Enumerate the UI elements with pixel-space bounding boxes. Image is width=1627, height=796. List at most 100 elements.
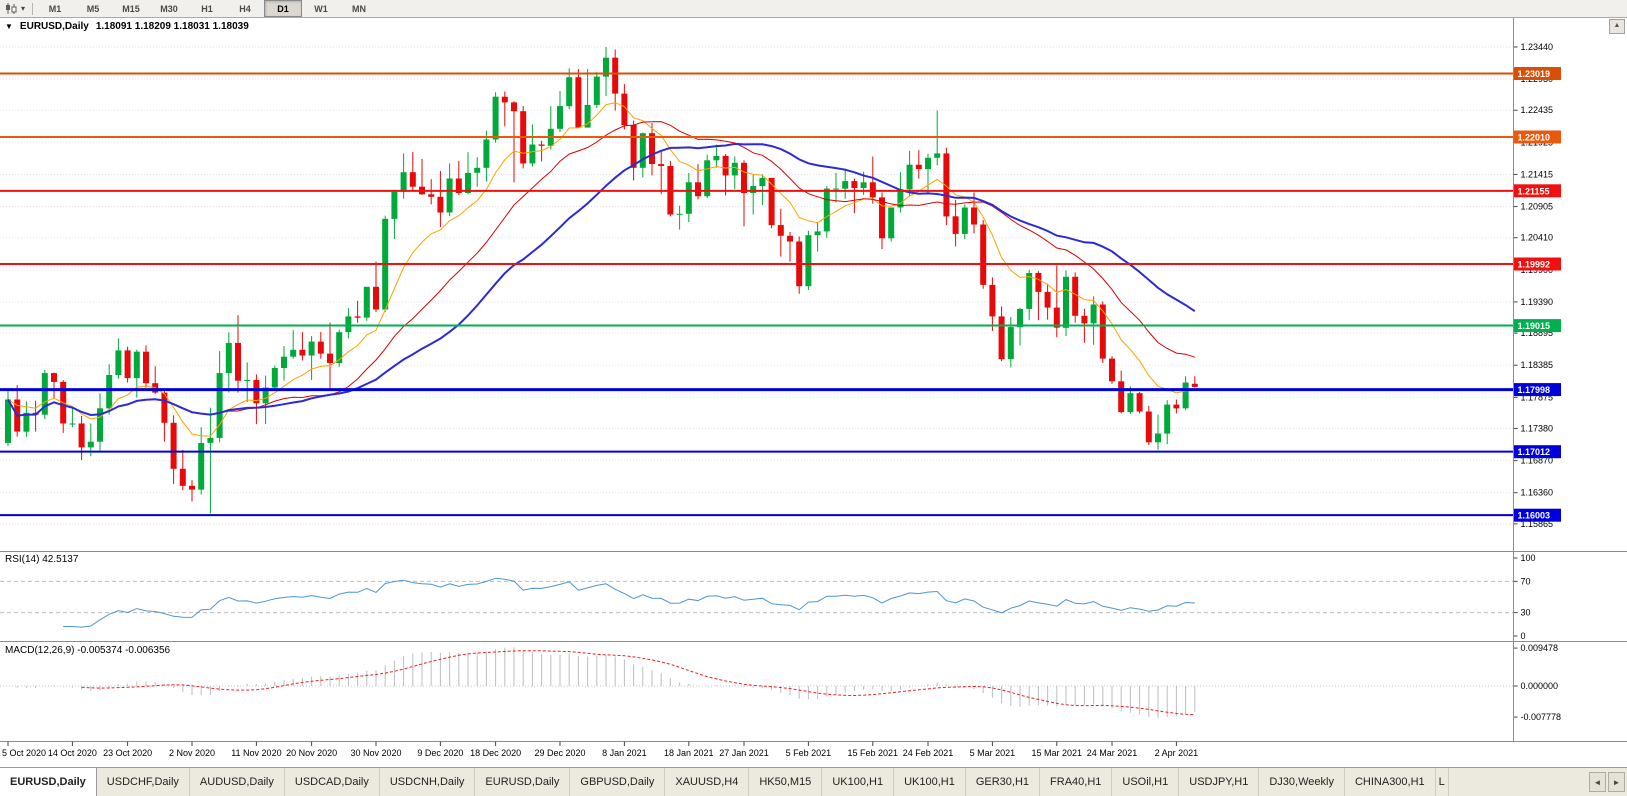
time-axis: 5 Oct 2020 14 Oct 2020 23 Oct 2020 2 Nov 20… xyxy=(2,741,1199,758)
chart-type-dropdown[interactable]: ▾ xyxy=(0,0,29,17)
macd-panel: 0.009478 0.000000 -0.007778 xyxy=(0,643,1561,722)
ma-line-20 xyxy=(7,121,1195,417)
chart-marker-icon: ▼ xyxy=(5,22,13,31)
price-tag-1.23019 xyxy=(1514,67,1561,80)
svg-text:2 Apr 2021: 2 Apr 2021 xyxy=(1155,748,1199,758)
chart-tab-usdjpy-h1[interactable]: USDJPY,H1 xyxy=(1179,768,1260,796)
chart-tab-l[interactable]: L xyxy=(1436,768,1449,796)
rsi-panel: 100 70 30 0 xyxy=(0,553,1536,641)
chart-tab-uk100-h1[interactable]: UK100,H1 xyxy=(894,768,966,796)
svg-text:1.20905: 1.20905 xyxy=(1521,202,1554,212)
chart-tab-eurusd-daily[interactable]: EURUSD,Daily xyxy=(475,768,571,796)
svg-text:1.17012: 1.17012 xyxy=(1518,447,1551,457)
candlestick-chart-icon xyxy=(6,3,17,14)
period-toolbar: ▾ M1 M5 M15 M30 H1 H4 D1 W1 MN xyxy=(0,0,1627,18)
svg-text:0.009478: 0.009478 xyxy=(1521,643,1559,653)
svg-text:1.17380: 1.17380 xyxy=(1521,423,1554,433)
timeframe-button-mn[interactable]: MN xyxy=(352,3,367,14)
scroll-up-button[interactable]: ▲ xyxy=(1609,19,1625,34)
svg-text:5 Mar 2021: 5 Mar 2021 xyxy=(970,748,1016,758)
timeframe-buttons: M1 M5 M15 M30 H1 H4 D1 W1 MN xyxy=(36,0,378,17)
chart-tab-dj30-weekly[interactable]: DJ30,Weekly xyxy=(1259,768,1345,796)
svg-text:-0.007778: -0.007778 xyxy=(1521,712,1562,722)
svg-text:1.23440: 1.23440 xyxy=(1521,42,1554,52)
timeframe-button-d1[interactable]: D1 xyxy=(264,0,303,17)
ma-line-32 xyxy=(7,142,1196,417)
price-tag-1.19992 xyxy=(1514,257,1561,271)
chart-tab-usoil-h1[interactable]: USOil,H1 xyxy=(1112,768,1180,796)
chart-tab-china300-h1[interactable]: CHINA300,H1 xyxy=(1345,768,1436,796)
svg-text:14 Oct 2020: 14 Oct 2020 xyxy=(48,748,97,758)
svg-text:1.19390: 1.19390 xyxy=(1521,297,1554,307)
svg-text:1.16360: 1.16360 xyxy=(1521,488,1554,498)
rsi-indicator-label: RSI(14) 42.5137 xyxy=(5,554,79,565)
svg-text:1.20410: 1.20410 xyxy=(1521,233,1554,243)
svg-text:0.000000: 0.000000 xyxy=(1521,681,1559,691)
chart-tab-usdchf-daily[interactable]: USDCHF,Daily xyxy=(97,768,190,796)
chart-tab-audusd-daily[interactable]: AUDUSD,Daily xyxy=(190,768,285,796)
svg-text:1.23019: 1.23019 xyxy=(1518,69,1551,79)
svg-text:11 Nov 2020: 11 Nov 2020 xyxy=(231,748,281,758)
svg-text:1.19015: 1.19015 xyxy=(1518,321,1551,331)
chart-tab-fra40-h1[interactable]: FRA40,H1 xyxy=(1040,768,1113,796)
chart-tab-gbpusd-daily[interactable]: GBPUSD,Daily xyxy=(570,768,666,796)
timeframe-button-h4[interactable]: H4 xyxy=(239,3,251,14)
chart-window[interactable]: 1.234401.229301.224351.219251.214151.209… xyxy=(0,18,1627,767)
chart-tab-xauusd-h4[interactable]: XAUUSD,H4 xyxy=(665,768,750,796)
svg-text:30 Nov 2020: 30 Nov 2020 xyxy=(350,748,401,758)
chart-symbol-period: EURUSD,Daily xyxy=(19,21,89,32)
chart-tab-ger30-h1[interactable]: GER30,H1 xyxy=(966,768,1041,796)
svg-text:18 Dec 2020: 18 Dec 2020 xyxy=(470,748,521,758)
timeframe-button-m1[interactable]: M1 xyxy=(48,3,62,14)
chart-ohlc-values: 1.18091 1.18209 1.18031 1.18039 xyxy=(95,21,249,32)
svg-text:15 Feb 2021: 15 Feb 2021 xyxy=(848,748,899,758)
svg-text:1.21415: 1.21415 xyxy=(1521,169,1554,179)
toolbar-separator xyxy=(32,2,34,15)
svg-text:20 Nov 2020: 20 Nov 2020 xyxy=(286,748,337,758)
timeframe-button-w1[interactable]: W1 xyxy=(314,3,328,14)
chart-tab-usdcad-daily[interactable]: USDCAD,Daily xyxy=(285,768,380,796)
chart-tab-uk100-h1[interactable]: UK100,H1 xyxy=(822,768,895,796)
svg-text:18 Jan 2021: 18 Jan 2021 xyxy=(664,748,714,758)
chevron-down-icon: ▾ xyxy=(21,4,26,13)
svg-text:70: 70 xyxy=(1521,576,1531,586)
svg-text:24 Feb 2021: 24 Feb 2021 xyxy=(903,748,954,758)
svg-text:1.18385: 1.18385 xyxy=(1521,360,1554,370)
price-tag-1.16003 xyxy=(1514,508,1561,522)
svg-text:1.15865: 1.15865 xyxy=(1521,519,1554,529)
svg-text:1.17875: 1.17875 xyxy=(1521,392,1554,402)
svg-text:15 Mar 2021: 15 Mar 2021 xyxy=(1032,748,1083,758)
svg-text:9 Dec 2020: 9 Dec 2020 xyxy=(417,748,463,758)
svg-text:0: 0 xyxy=(1521,631,1526,641)
price-tag-1.17012 xyxy=(1514,445,1561,459)
candlesticks xyxy=(5,46,1198,514)
tabs-scroll-left-button[interactable]: ◄ xyxy=(1589,772,1606,792)
tabs-scroll-right-button[interactable]: ► xyxy=(1608,772,1625,792)
macd-indicator-label: MACD(12,26,9) -0.005374 -0.006356 xyxy=(5,645,171,656)
svg-text:1.16003: 1.16003 xyxy=(1518,511,1551,521)
svg-text:5 Oct 2020: 5 Oct 2020 xyxy=(2,748,46,758)
svg-text:1.16870: 1.16870 xyxy=(1521,456,1554,466)
chart-tab-hk50-m15[interactable]: HK50,M15 xyxy=(749,768,823,796)
svg-text:1.19992: 1.19992 xyxy=(1518,260,1551,270)
price-tag-1.17998 xyxy=(1514,383,1561,397)
chart-tabs: EURUSD,Daily USDCHF,Daily AUDUSD,Daily USDC… xyxy=(0,768,1587,796)
svg-text:100: 100 xyxy=(1521,553,1536,563)
timeframe-button-m5[interactable]: M5 xyxy=(86,3,100,14)
timeframe-button-m15[interactable]: M15 xyxy=(122,3,140,14)
tab-scroll-arrows: ◄ ► xyxy=(1587,768,1627,796)
timeframe-button-m30[interactable]: M30 xyxy=(160,3,178,14)
svg-text:1.21155: 1.21155 xyxy=(1518,186,1550,196)
timeframe-button-h1[interactable]: H1 xyxy=(201,3,213,14)
price-tag-1.22010 xyxy=(1514,130,1561,144)
rsi-line xyxy=(63,577,1195,628)
price-tag-1.21155 xyxy=(1514,184,1561,198)
chart-tab-eurusd-daily[interactable]: EURUSD,Daily xyxy=(0,768,97,796)
chart-tab-usdcnh-daily[interactable]: USDCNH,Daily xyxy=(380,768,476,796)
svg-text:1.22435: 1.22435 xyxy=(1521,105,1554,115)
svg-text:5 Feb 2021: 5 Feb 2021 xyxy=(786,748,832,758)
price-tag-1.19015 xyxy=(1514,319,1561,333)
svg-text:1.18895: 1.18895 xyxy=(1521,328,1554,338)
svg-text:1.17998: 1.17998 xyxy=(1518,385,1551,395)
price-chart-canvas[interactable]: 1.234401.229301.224351.219251.214151.209… xyxy=(0,18,1627,767)
